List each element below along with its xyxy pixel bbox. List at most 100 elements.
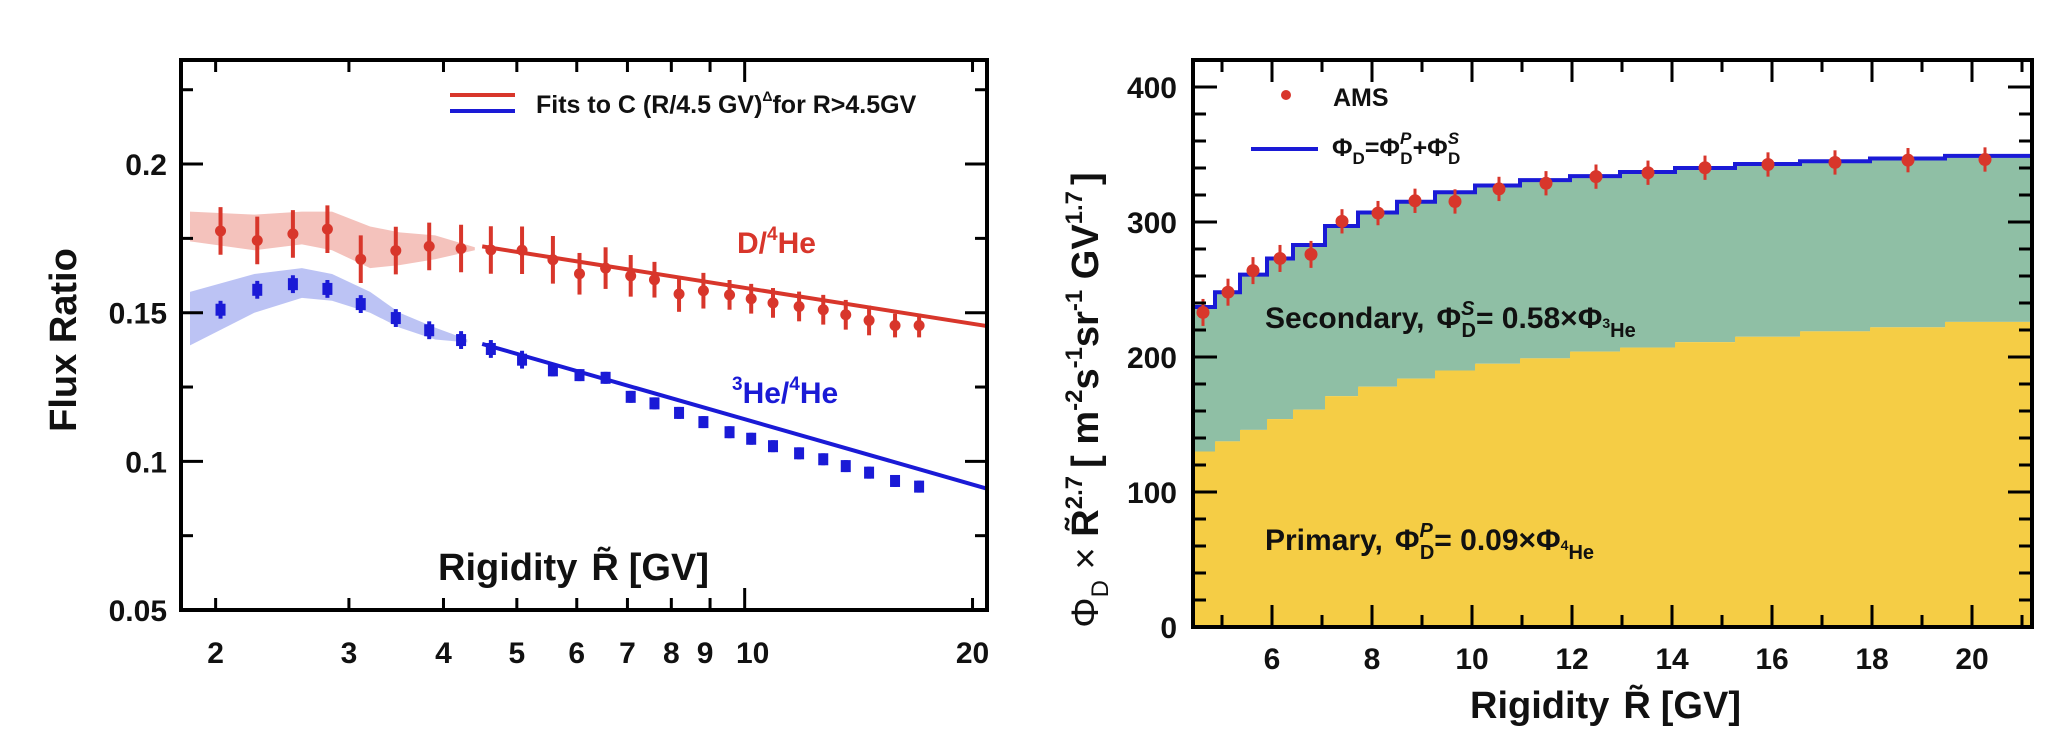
x-tick-label: 2 xyxy=(207,637,224,670)
data-point xyxy=(649,397,660,410)
marker xyxy=(840,309,852,321)
marker xyxy=(355,253,367,265)
marker xyxy=(794,447,805,460)
fit-lines xyxy=(481,244,988,491)
data-point xyxy=(355,295,366,313)
marker xyxy=(423,240,435,252)
marker xyxy=(485,244,497,256)
y-tick-label: 400 xyxy=(1127,72,1177,105)
x-title-sym: R̃ xyxy=(591,545,618,589)
plot-frame xyxy=(179,58,989,612)
x-tick-label: 6 xyxy=(1264,643,1281,676)
data-point xyxy=(252,280,263,299)
y-sr: sr xyxy=(1065,311,1107,347)
secondary-sup: S xyxy=(1461,298,1475,320)
marker xyxy=(322,282,333,295)
marker xyxy=(251,234,263,246)
x-tick-label: 8 xyxy=(1364,643,1381,676)
data-point xyxy=(600,247,612,289)
tick-labels: 2 3 4 5 6 7 8 9 10 20 0.05 0.1 0.15 0.2 xyxy=(109,149,990,670)
primary-bin xyxy=(1325,396,1359,627)
marker xyxy=(625,390,636,403)
legend-phi: Φ xyxy=(1332,134,1353,162)
secondary-bin xyxy=(1435,192,1476,371)
secondary-bin xyxy=(1620,172,1676,348)
secondary-bin xyxy=(1193,307,1216,452)
ams-point xyxy=(1901,148,1915,173)
primary-bin xyxy=(1397,378,1436,627)
secondary-bin xyxy=(1870,158,1946,328)
ams-point xyxy=(1304,240,1318,268)
secondary-label: Secondary, ΦS D= 0.58×Φ3He xyxy=(1265,298,1636,342)
stacked-areas xyxy=(1193,155,2033,627)
marker xyxy=(1828,155,1842,169)
legend-sub-d3: D xyxy=(1448,149,1460,168)
marker xyxy=(252,283,263,296)
primary-bin xyxy=(1945,321,2033,627)
x-tick-label: 9 xyxy=(697,637,714,670)
y-units: [ m xyxy=(1065,411,1107,468)
marker xyxy=(1371,206,1385,220)
y-tick-label: 0 xyxy=(1160,612,1177,645)
data-point xyxy=(455,224,467,273)
marker xyxy=(673,288,685,300)
marker xyxy=(1641,166,1655,180)
primary-bin xyxy=(1293,409,1326,627)
label-he-tail: He xyxy=(800,377,838,410)
primary-label: Primary, ΦP D= 0.09×Φ4He xyxy=(1265,520,1594,564)
ams-point xyxy=(1641,160,1655,185)
secondary-iso: 3 xyxy=(1602,315,1610,331)
x-axis-title: Rigidity R̃ [GV] xyxy=(438,545,709,589)
data-point xyxy=(625,255,637,297)
x-title-main: Rigidity xyxy=(438,547,577,589)
primary-bin xyxy=(1675,342,1736,627)
marker xyxy=(913,319,925,331)
legend-plus: +Φ xyxy=(1413,134,1448,162)
axis-ticks xyxy=(181,60,987,612)
marker xyxy=(745,293,757,305)
data-point xyxy=(745,283,757,314)
secondary-he: He xyxy=(1610,320,1636,342)
marker xyxy=(793,300,805,312)
primary-bin xyxy=(1620,347,1676,627)
fit-line-d xyxy=(481,244,988,329)
label-d-tail: He xyxy=(778,227,816,260)
series-label-d4he: D/4He xyxy=(737,224,816,260)
y-tick-label: 0.1 xyxy=(125,446,167,479)
marker xyxy=(600,262,612,274)
data-point xyxy=(767,288,779,318)
primary-bin xyxy=(1475,363,1521,627)
uncertainty-band-d xyxy=(190,211,475,269)
secondary-bin xyxy=(1675,168,1736,343)
axis-ticks xyxy=(1193,58,2032,629)
y-sr-sup: -1 xyxy=(1061,290,1088,311)
ams-point xyxy=(1698,155,1712,180)
primary-bin xyxy=(1800,331,1871,627)
marker xyxy=(1698,161,1712,175)
legend-text-tail: for R>4.5GV xyxy=(772,91,916,119)
label-d-sup: 4 xyxy=(767,224,778,245)
marker xyxy=(355,298,366,311)
x-tick-label: 4 xyxy=(435,637,452,670)
primary-formula: = 0.09×Φ xyxy=(1434,524,1560,557)
legend-text-main: Fits to C (R/4.5 GV) xyxy=(536,91,762,119)
primary-text: Primary, xyxy=(1265,524,1383,557)
marker xyxy=(1273,251,1287,265)
data-point xyxy=(864,466,875,479)
marker xyxy=(547,364,558,377)
ams-point xyxy=(1978,147,1992,172)
secondary-bin xyxy=(1735,163,1801,337)
ams-point xyxy=(1492,176,1506,202)
plot-frame xyxy=(1191,58,2034,629)
data-point xyxy=(547,364,558,377)
ams-point xyxy=(1589,164,1603,189)
marker xyxy=(390,312,401,325)
legend: Fits to C (R/4.5 GV)Δfor R>4.5GV xyxy=(450,88,917,119)
primary-bin xyxy=(1240,429,1268,627)
data-point xyxy=(794,447,805,460)
data-point xyxy=(574,369,585,382)
marker xyxy=(1589,170,1603,184)
ams-point xyxy=(1408,188,1422,213)
x-axis-title: Rigidity R̃ [GV] xyxy=(1470,683,1741,727)
